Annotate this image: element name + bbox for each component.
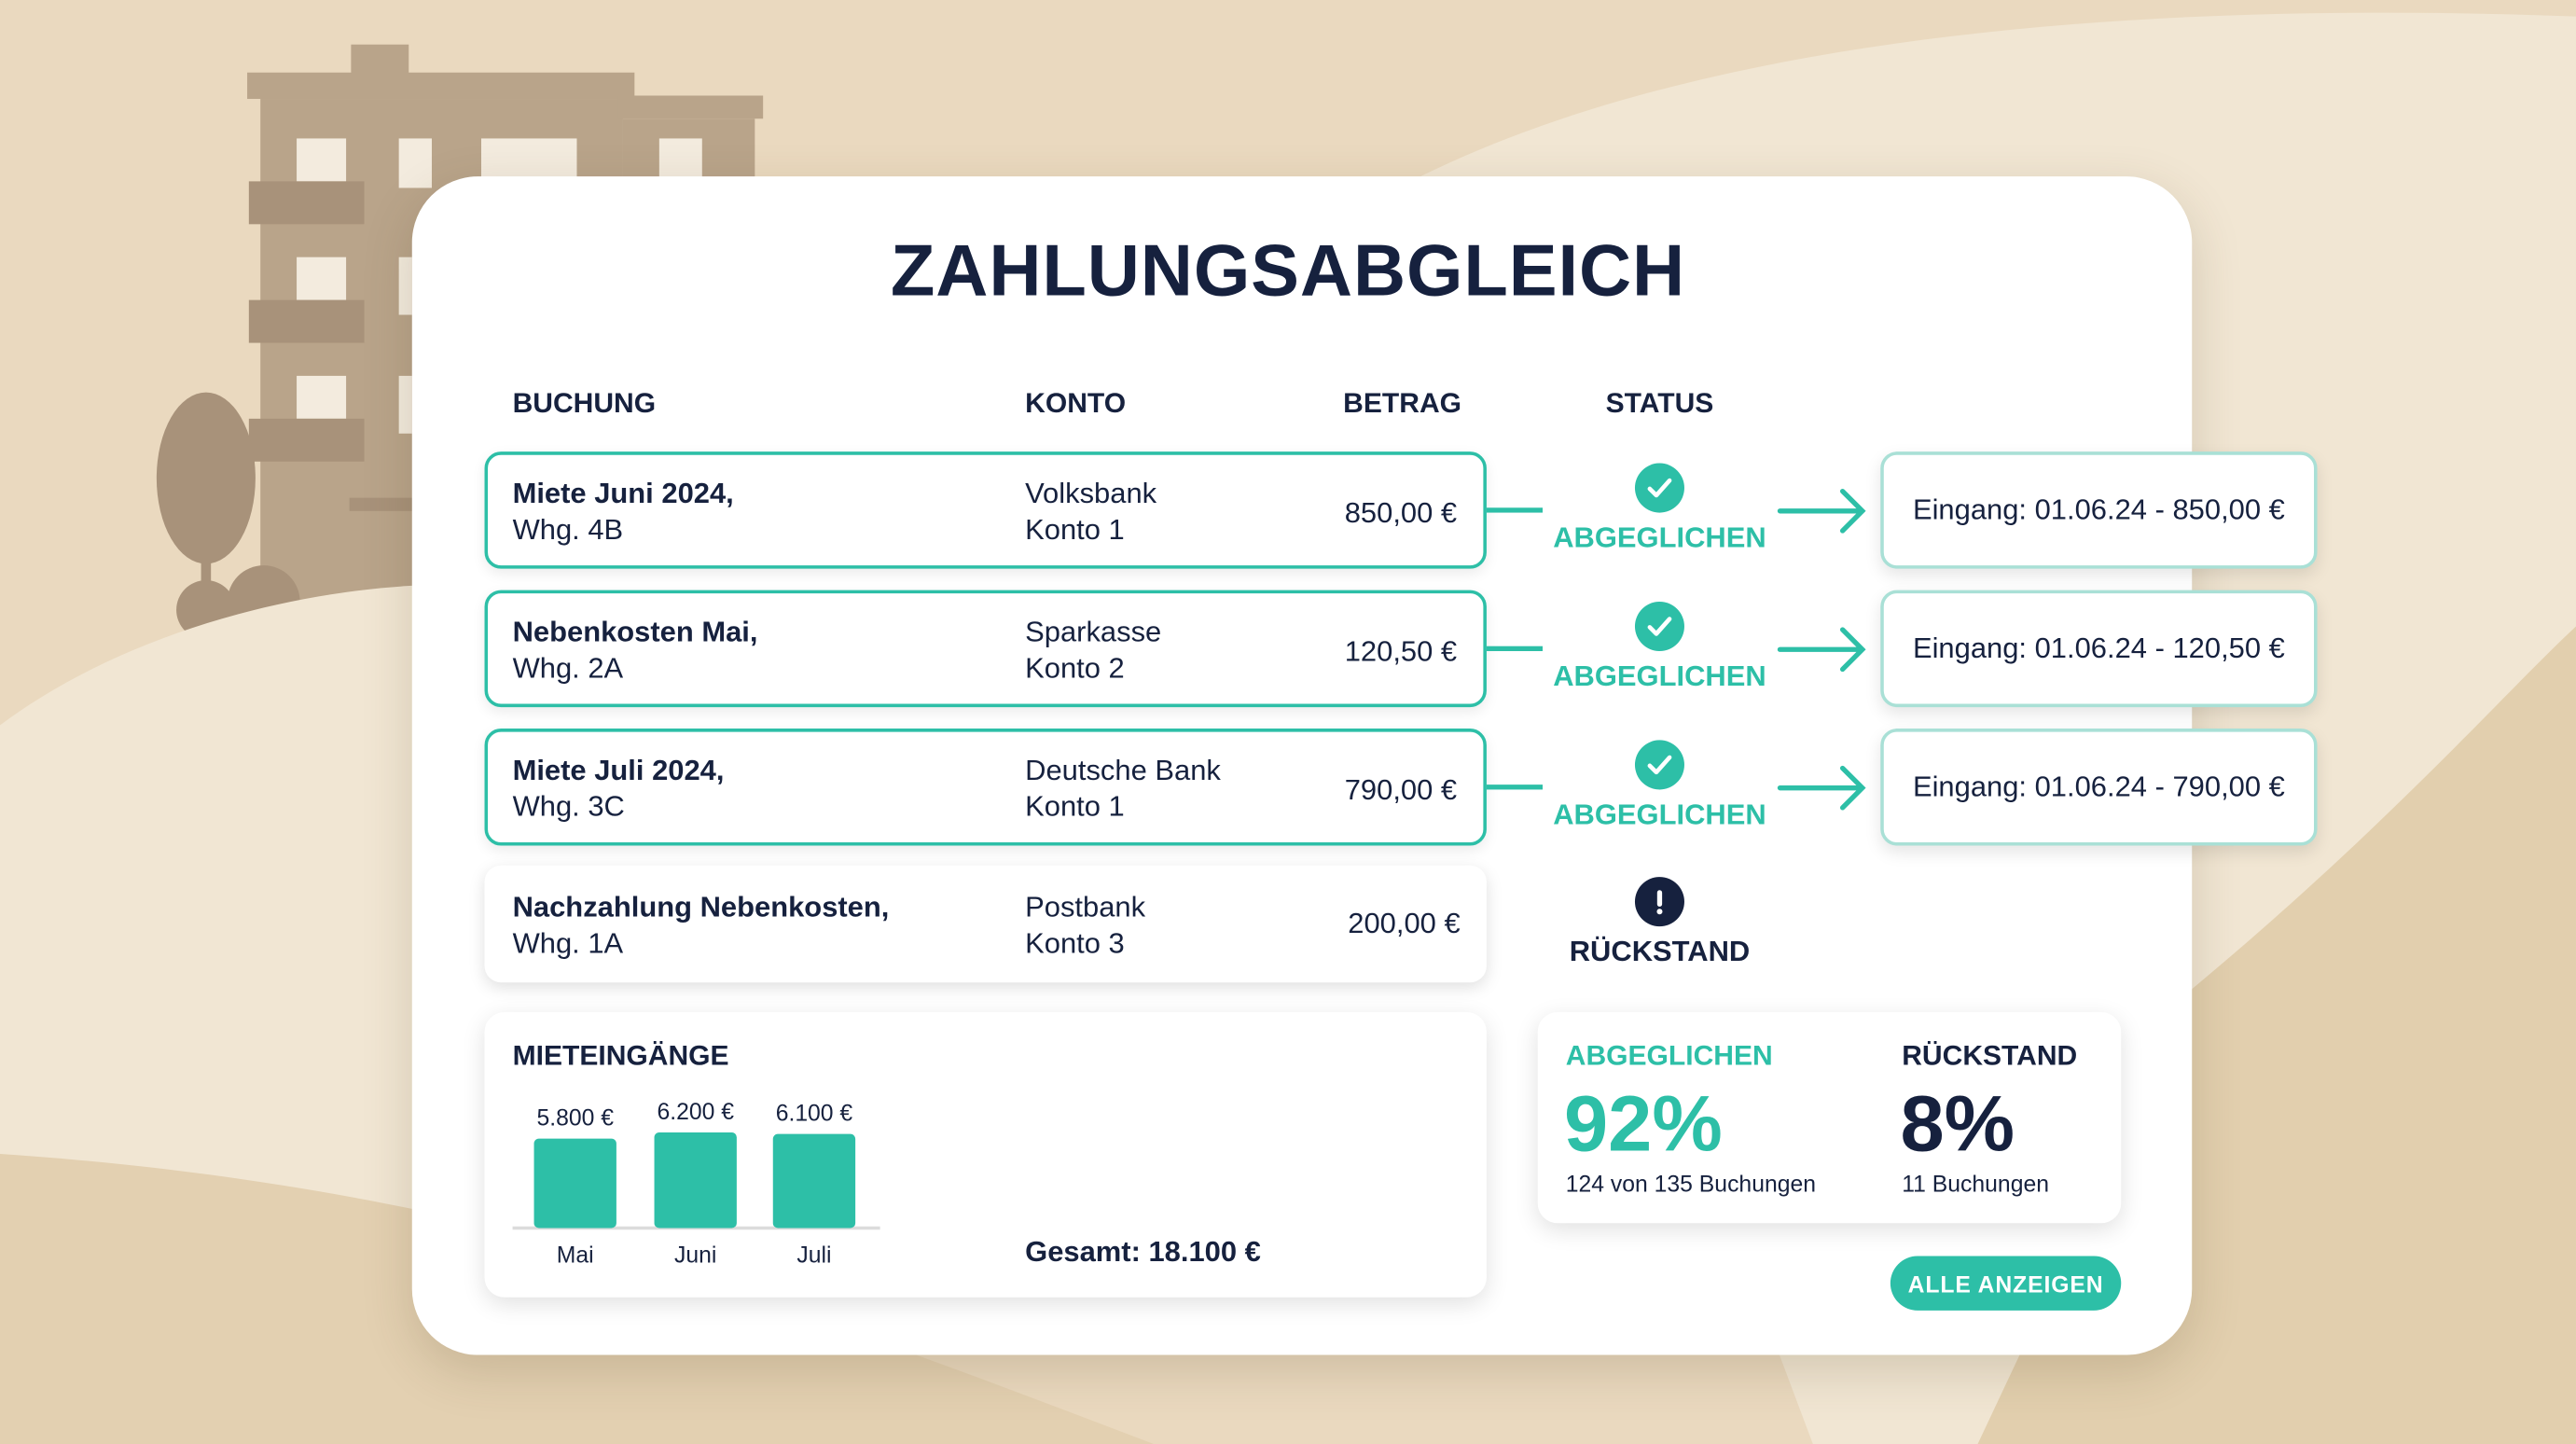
account-number: Konto 2 bbox=[1025, 651, 1125, 685]
show-all-button[interactable]: ALLE ANZEIGEN bbox=[1890, 1256, 2122, 1311]
booking-row[interactable]: Miete Juli 2024, Whg. 3C Deutsche Bank K… bbox=[484, 729, 1487, 846]
account-number: Konto 1 bbox=[1025, 789, 1125, 823]
booking-row[interactable]: Miete Juni 2024, Whg. 4B Volksbank Konto… bbox=[484, 451, 1487, 569]
booking-title: Nachzahlung Nebenkosten, bbox=[512, 890, 890, 923]
bank-receipt-box: Eingang: 01.06.24 - 850,00 € bbox=[1880, 451, 2318, 569]
column-header-booking: BUCHUNG bbox=[512, 387, 657, 419]
status-label: ABGEGLICHEN bbox=[1553, 798, 1766, 831]
exclamation-circle-icon bbox=[1634, 877, 1684, 927]
check-circle-icon bbox=[1634, 463, 1684, 513]
due-percent: 8% bbox=[1900, 1081, 2015, 1169]
status-badge: ABGEGLICHEN bbox=[1544, 463, 1775, 556]
booking-unit: Whg. 3C bbox=[512, 789, 625, 823]
connector-line bbox=[1486, 784, 1544, 790]
rent-income-chart: 5.800 € Mai 6.200 € Juni 6.100 € Juli bbox=[512, 1100, 880, 1269]
booking-unit: Whg. 1A bbox=[512, 926, 624, 960]
booking-amount: 850,00 € bbox=[1344, 495, 1458, 530]
booking-title: Miete Juni 2024, bbox=[512, 476, 734, 510]
arrow-right-icon bbox=[1777, 627, 1866, 673]
column-header-status: STATUS bbox=[1605, 387, 1714, 419]
booking-amount: 200,00 € bbox=[1348, 906, 1461, 940]
summary-stats-panel: ABGEGLICHEN 92% 124 von 135 Buchungen RÜ… bbox=[1537, 1011, 2122, 1224]
account-number: Konto 1 bbox=[1025, 512, 1125, 546]
bank-receipt-box: Eingang: 01.06.24 - 120,50 € bbox=[1880, 590, 2318, 708]
rent-income-panel: MIETEINGÄNGE 5.800 € Mai 6.200 € Juni 6.100 … bbox=[484, 1011, 1487, 1298]
due-label: RÜCKSTAND bbox=[1902, 1040, 2078, 1072]
status-badge: ABGEGLICHEN bbox=[1544, 601, 1775, 694]
booking-title: Miete Juli 2024, bbox=[512, 753, 725, 786]
chart-total: Gesamt: 18.100 € bbox=[1025, 1234, 1261, 1268]
page-title: ZAHLUNGSABGLEICH bbox=[890, 230, 1686, 312]
bar-category-label: Juni bbox=[674, 1243, 716, 1269]
column-header-account: KONTO bbox=[1025, 387, 1127, 419]
booking-amount: 790,00 € bbox=[1344, 772, 1458, 807]
account-number: Konto 3 bbox=[1025, 926, 1125, 960]
column-header-amount: BETRAG bbox=[1343, 387, 1462, 419]
connector-line bbox=[1486, 507, 1544, 513]
status-badge: RÜCKSTAND bbox=[1544, 877, 1775, 969]
bar-value-label: 6.100 € bbox=[776, 1102, 853, 1127]
bank-receipt-box: Eingang: 01.06.24 - 790,00 € bbox=[1880, 729, 2318, 846]
booking-unit: Whg. 2A bbox=[512, 651, 624, 685]
check-circle-icon bbox=[1634, 740, 1684, 790]
bar-category-label: Mai bbox=[557, 1243, 594, 1269]
booking-unit: Whg. 4B bbox=[512, 512, 624, 546]
chart-bar bbox=[772, 1133, 856, 1229]
chart-bar bbox=[533, 1138, 616, 1229]
account-bank: Deutsche Bank bbox=[1025, 753, 1221, 786]
status-label: RÜCKSTAND bbox=[1569, 934, 1751, 968]
booking-title: Nebenkosten Mai, bbox=[512, 615, 758, 648]
bar-value-label: 5.800 € bbox=[536, 1105, 614, 1131]
status-label: ABGEGLICHEN bbox=[1553, 659, 1766, 693]
arrow-right-icon bbox=[1777, 488, 1866, 534]
booking-row[interactable]: Nebenkosten Mai, Whg. 2A Sparkasse Konto… bbox=[484, 590, 1487, 708]
chart-bar bbox=[654, 1132, 737, 1229]
check-circle-icon bbox=[1634, 601, 1684, 652]
bar-category-label: Juli bbox=[796, 1243, 831, 1269]
account-bank: Volksbank bbox=[1025, 476, 1157, 510]
bar-value-label: 6.200 € bbox=[657, 1100, 734, 1125]
status-label: ABGEGLICHEN bbox=[1553, 521, 1766, 554]
account-bank: Postbank bbox=[1025, 890, 1146, 923]
connector-line bbox=[1486, 646, 1544, 652]
arrow-right-icon bbox=[1777, 765, 1866, 811]
matched-label: ABGEGLICHEN bbox=[1565, 1040, 1773, 1072]
chart-title: MIETEINGÄNGE bbox=[512, 1040, 729, 1072]
booking-row[interactable]: Nachzahlung Nebenkosten, Whg. 1A Postban… bbox=[484, 865, 1487, 983]
status-badge: ABGEGLICHEN bbox=[1544, 740, 1775, 832]
due-detail: 11 Buchungen bbox=[1902, 1170, 2049, 1197]
matched-detail: 124 von 135 Buchungen bbox=[1565, 1170, 1817, 1197]
booking-amount: 120,50 € bbox=[1344, 634, 1458, 668]
matched-percent: 92% bbox=[1563, 1081, 1723, 1169]
account-bank: Sparkasse bbox=[1025, 615, 1162, 648]
